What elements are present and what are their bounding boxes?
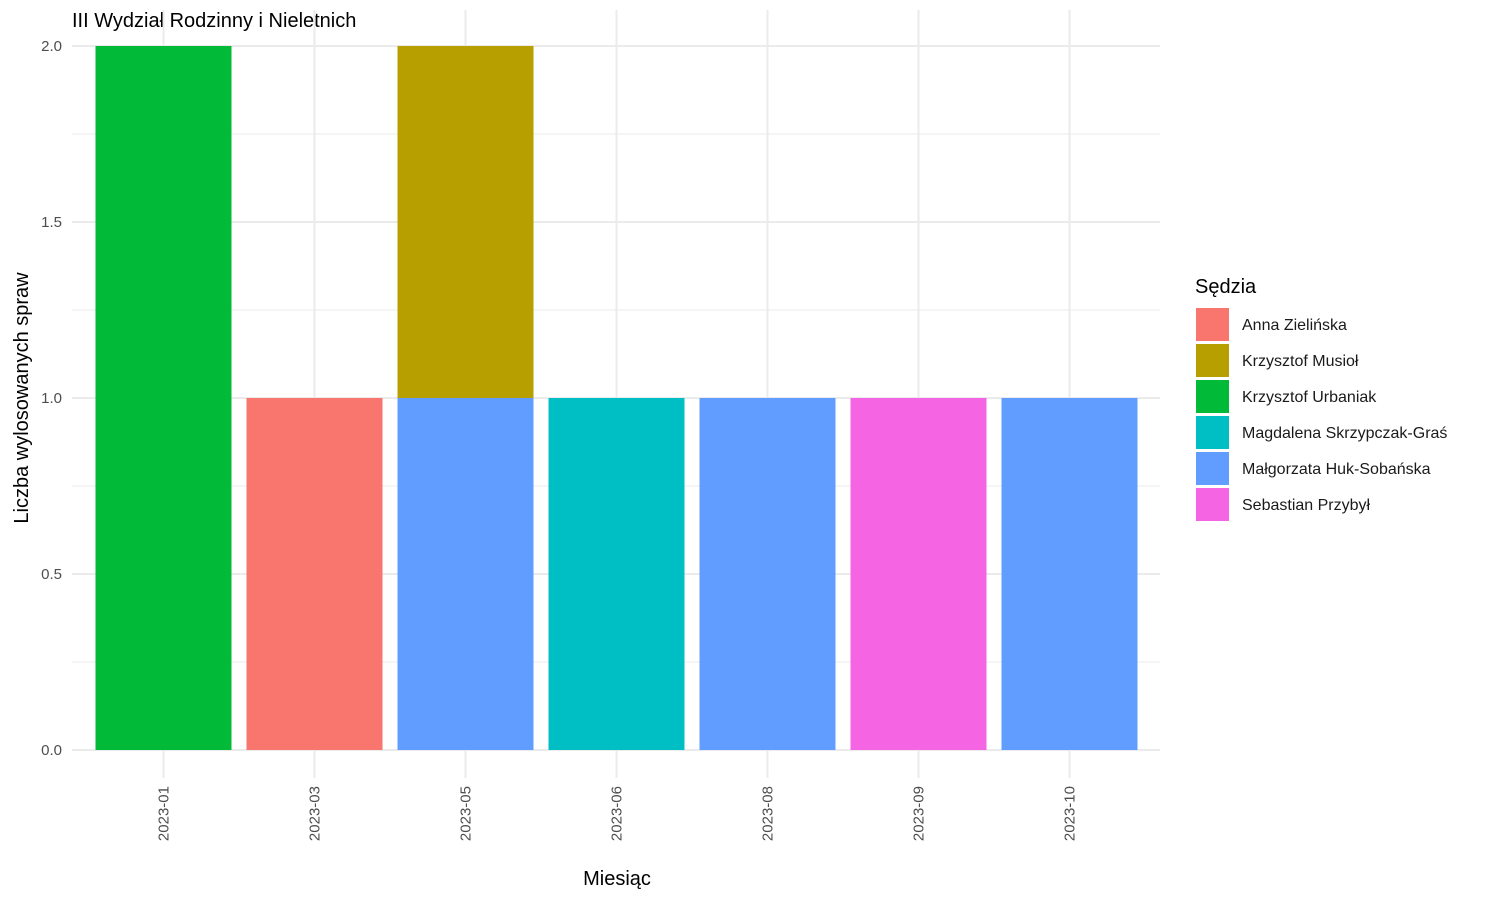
bar bbox=[397, 398, 534, 750]
y-tick-label: 2.0 bbox=[41, 38, 62, 55]
legend-label: Krzysztof Urbaniak bbox=[1242, 389, 1377, 406]
y-axis-title: Liczba wylosowanych spraw bbox=[11, 272, 33, 524]
legend-label: Magdalena Skrzypczak-Graś bbox=[1242, 425, 1447, 442]
bar bbox=[850, 398, 987, 750]
y-tick-label: 1.0 bbox=[41, 390, 62, 407]
legend-swatch bbox=[1196, 380, 1229, 413]
x-tick-label: 2023-09 bbox=[911, 786, 928, 841]
legend-label: Sebastian Przybył bbox=[1242, 497, 1371, 514]
x-tick-label: 2023-03 bbox=[307, 786, 324, 841]
x-tick-label: 2023-01 bbox=[156, 786, 173, 841]
legend-swatch bbox=[1196, 452, 1229, 485]
x-tick-label: 2023-08 bbox=[760, 786, 777, 841]
legend-label: Krzysztof Musioł bbox=[1242, 353, 1359, 370]
bar bbox=[397, 46, 534, 398]
bar bbox=[1001, 398, 1138, 750]
legend-swatch bbox=[1196, 308, 1229, 341]
y-axis-ticks: 0.0 0.5 1.0 1.5 2.0 bbox=[41, 38, 62, 759]
legend-label: Małgorzata Huk-Sobańska bbox=[1242, 461, 1431, 478]
bar bbox=[95, 46, 232, 750]
legend-title: Sędzia bbox=[1195, 276, 1257, 298]
x-tick-label: 2023-10 bbox=[1062, 786, 1079, 841]
bar bbox=[699, 398, 836, 750]
y-tick-label: 0.5 bbox=[41, 566, 62, 583]
x-axis-ticks: 2023-01 2023-03 2023-05 2023-06 2023-08 2023-… bbox=[156, 786, 1079, 841]
legend-items: Anna Zielińska Krzysztof Musioł Krzysztof … bbox=[1196, 308, 1447, 521]
x-tick-label: 2023-06 bbox=[609, 786, 626, 841]
legend-swatch bbox=[1196, 344, 1229, 377]
y-tick-label: 0.0 bbox=[41, 742, 62, 759]
legend-swatch bbox=[1196, 416, 1229, 449]
legend-label: Anna Zielińska bbox=[1242, 317, 1347, 334]
bar bbox=[548, 398, 685, 750]
legend-swatch bbox=[1196, 488, 1229, 521]
x-tick-label: 2023-05 bbox=[458, 786, 475, 841]
chart-title: III Wydział Rodzinny i Nieletnich bbox=[72, 10, 356, 32]
legend: Sędzia Anna Zielińska Krzysztof Musioł Krz… bbox=[1195, 276, 1447, 521]
bars bbox=[95, 46, 1138, 750]
x-axis-title: Miesiąc bbox=[583, 868, 651, 890]
y-tick-label: 1.5 bbox=[41, 214, 62, 231]
bar bbox=[246, 398, 383, 750]
